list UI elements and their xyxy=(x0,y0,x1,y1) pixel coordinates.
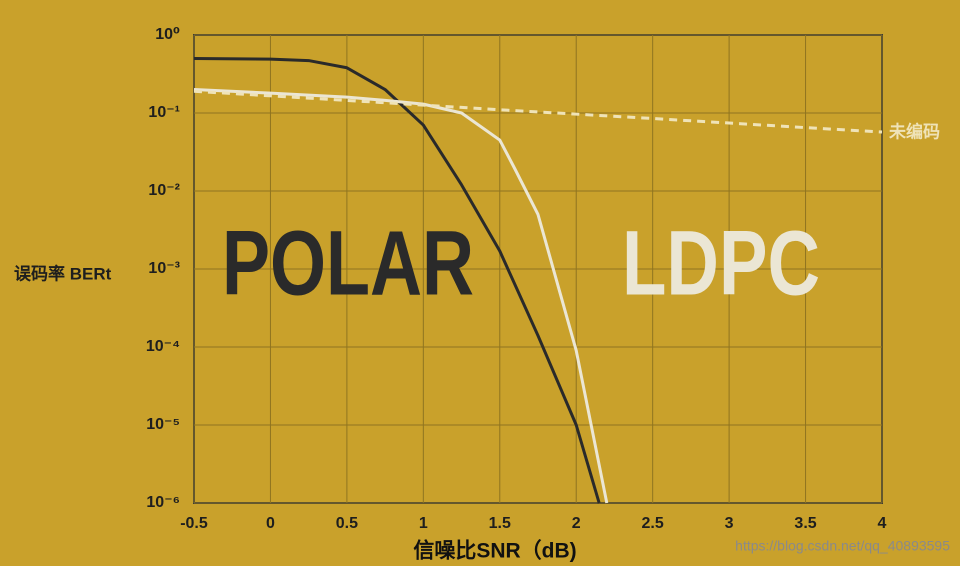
y-tick-label: 10⁻³ xyxy=(148,260,180,277)
x-tick-label: 1.5 xyxy=(489,515,511,532)
series-line xyxy=(193,89,883,134)
y-tick-label: 10⁻¹ xyxy=(148,104,180,121)
series-label: POLAR xyxy=(222,212,474,314)
series-line xyxy=(193,88,609,504)
x-tick-label: 0.5 xyxy=(336,515,358,532)
x-tick-label: 4 xyxy=(878,515,887,532)
y-tick-label: 10⁰ xyxy=(155,26,180,43)
series-label: 未编码 xyxy=(888,121,940,141)
x-tick-label: 0 xyxy=(266,515,275,532)
series-line xyxy=(193,56,601,504)
y-axis-label: 误码率 BERt xyxy=(14,263,112,283)
x-tick-label: 2.5 xyxy=(642,515,664,532)
watermark: https://blog.csdn.net/qq_40893595 xyxy=(735,538,950,554)
x-axis-label: 信噪比SNR（dB) xyxy=(413,539,576,563)
x-tick-label: 1 xyxy=(419,515,428,532)
x-tick-label: -0.5 xyxy=(180,515,208,532)
series-label: LDPC xyxy=(622,212,820,314)
y-tick-label: 10⁻² xyxy=(148,182,180,199)
y-tick-label: 10⁻⁶ xyxy=(146,494,180,511)
x-tick-label: 2 xyxy=(572,515,581,532)
x-tick-label: 3.5 xyxy=(794,515,816,532)
y-tick-label: 10⁻⁴ xyxy=(146,338,180,355)
y-tick-label: 10⁻⁵ xyxy=(146,416,180,433)
x-tick-label: 3 xyxy=(725,515,734,532)
